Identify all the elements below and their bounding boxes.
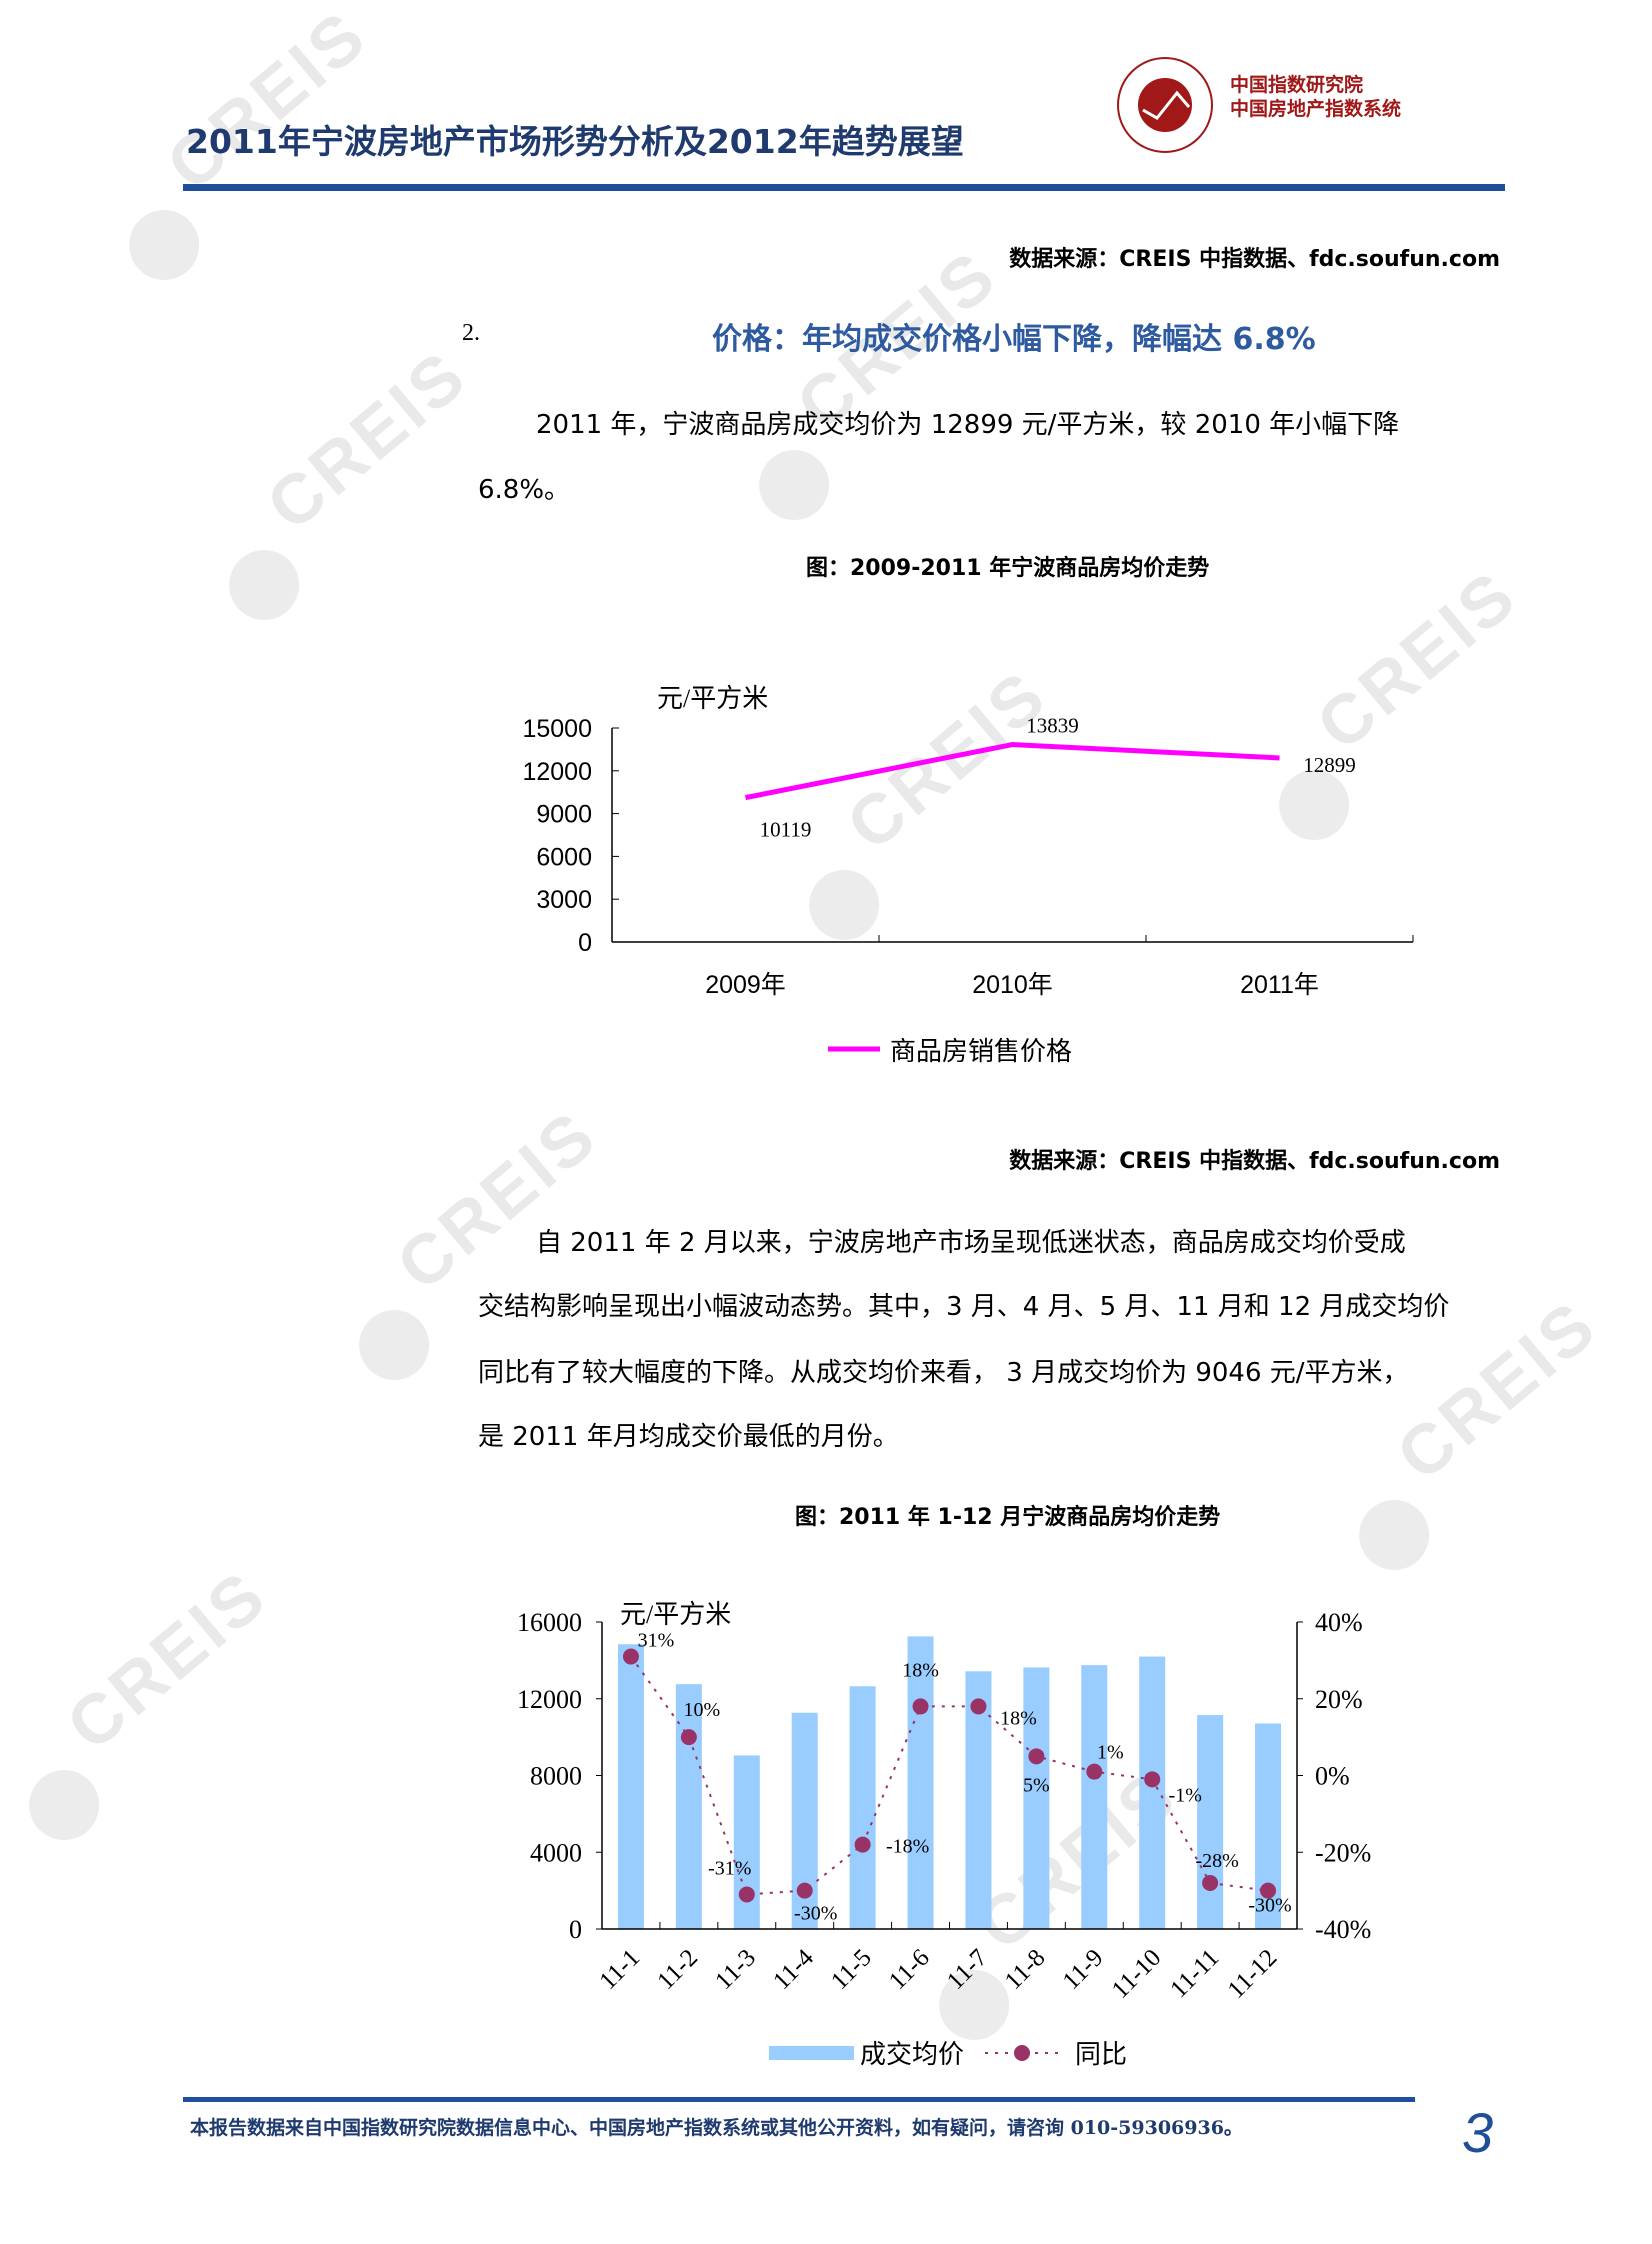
header-divider <box>183 184 1505 191</box>
data-label: 18% <box>1000 1707 1037 1729</box>
x-tick-label: 11-12 <box>1223 1944 1283 2004</box>
org-name-1: 中国指数研究院 <box>1230 74 1364 96</box>
x-tick-label: 11-5 <box>826 1944 877 1995</box>
y-tick-label: 6000 <box>536 843 592 871</box>
x-tick-label: 11-3 <box>710 1944 761 1995</box>
x-tick-label: 11-4 <box>768 1944 819 1995</box>
y-axis-unit: 元/平方米 <box>657 684 768 713</box>
data-point <box>912 1698 929 1715</box>
page-number: 3 <box>1462 2101 1494 2164</box>
y2-tick-label: 0% <box>1315 1762 1350 1791</box>
data-source: 数据来源：CREIS 中指数据、fdc.soufun.com <box>1009 247 1500 272</box>
y2-tick-label: -20% <box>1315 1838 1371 1867</box>
x-tick-label: 2011年 <box>1240 971 1319 999</box>
x-tick-label: 11-7 <box>942 1944 993 1995</box>
data-label: 31% <box>638 1630 675 1652</box>
section-title: 价格：年均成交价格小幅下降，降幅达 6.8% <box>712 322 1316 357</box>
china-index-academy-logo <box>1117 57 1213 153</box>
x-tick-label: 11-9 <box>1058 1944 1109 1995</box>
data-label: 13839 <box>1026 714 1079 738</box>
x-tick-label: 11-8 <box>1000 1944 1051 1995</box>
bar <box>1139 1656 1166 1929</box>
x-tick-label: 2010年 <box>972 971 1053 999</box>
bar <box>907 1636 934 1929</box>
bar <box>675 1684 702 1929</box>
paragraph-line: 2011 年，宁波商品房成交均价为 12899 元/平方米，较 2010 年小幅… <box>536 410 1400 440</box>
y-tick-label: 3000 <box>536 886 592 914</box>
data-label: 10% <box>684 1699 721 1721</box>
data-point <box>738 1886 755 1903</box>
section-number: 2. <box>462 320 480 346</box>
paragraph-line: 6.8%。 <box>478 475 571 505</box>
paragraph-line: 是 2011 年月均成交价最低的月份。 <box>478 1422 899 1452</box>
y-tick-label: 16000 <box>517 1608 582 1637</box>
paragraph-line: 同比有了较大幅度的下降。从成交均价来看， 3 月成交均价为 9046 元/平方米… <box>478 1358 1409 1388</box>
data-label: -30% <box>1248 1895 1291 1917</box>
data-point <box>854 1836 871 1853</box>
y-tick-label: 9000 <box>536 801 592 829</box>
x-tick-label: 11-1 <box>594 1944 645 1995</box>
data-point <box>680 1729 697 1746</box>
y-tick-label: 12000 <box>517 1685 582 1714</box>
data-point <box>796 1882 813 1899</box>
chart1-title: 图：2009-2011 年宁波商品房均价走势 <box>806 556 1210 581</box>
data-label: 10119 <box>760 818 812 842</box>
data-point <box>970 1698 987 1715</box>
data-point <box>1028 1748 1045 1765</box>
y-tick-label: 12000 <box>522 758 592 786</box>
legend-label: 成交均价 <box>860 2040 964 2070</box>
y2-tick-label: -40% <box>1315 1915 1371 1944</box>
x-tick-label: 11-11 <box>1165 1944 1224 2003</box>
x-tick-label: 11-2 <box>652 1944 703 1995</box>
series-line <box>745 742 1280 801</box>
y-tick-label: 15000 <box>522 715 592 743</box>
data-point <box>1144 1771 1161 1788</box>
data-point <box>1260 1882 1277 1899</box>
data-point <box>1086 1763 1103 1780</box>
legend-swatch-marker <box>1014 2045 1030 2061</box>
y-tick-label: 0 <box>578 929 592 957</box>
org-name-2: 中国房地产指数系统 <box>1230 98 1402 120</box>
legend-label: 商品房销售价格 <box>890 1037 1072 1066</box>
data-label: -28% <box>1195 1850 1238 1872</box>
footer-divider <box>183 2097 1415 2102</box>
paragraph-line: 交结构影响呈现出小幅波动态势。其中，3 月、4 月、5 月、11 月和 12 月… <box>478 1292 1450 1322</box>
chart2-title: 图：2011 年 1-12 月宁波商品房均价走势 <box>795 1505 1221 1530</box>
bar <box>1081 1665 1108 1929</box>
legend-swatch-bar <box>769 2046 854 2060</box>
data-label: -18% <box>886 1836 929 1858</box>
y-tick-label: 4000 <box>530 1838 582 1867</box>
y-axis-unit: 元/平方米 <box>620 1600 731 1629</box>
bar <box>733 1755 760 1929</box>
bar <box>849 1686 876 1929</box>
report-title: 2011年宁波房地产市场形势分析及2012年趋势展望 <box>186 122 964 161</box>
y2-tick-label: 40% <box>1315 1608 1363 1637</box>
bar <box>1197 1715 1224 1929</box>
data-label: -31% <box>708 1857 751 1879</box>
x-tick-label: 11-6 <box>884 1944 935 1995</box>
data-label: 5% <box>1023 1774 1050 1796</box>
bar <box>617 1644 644 1929</box>
series-line <box>630 1655 1269 1896</box>
data-label: -1% <box>1169 1784 1202 1806</box>
data-label: 18% <box>902 1659 939 1681</box>
y2-tick-label: 20% <box>1315 1685 1363 1714</box>
y-tick-label: 8000 <box>530 1762 582 1791</box>
footer-note: 本报告数据来自中国指数研究院数据信息中心、中国房地产指数系统或其他公开资料，如有… <box>190 2117 1243 2139</box>
data-source: 数据来源：CREIS 中指数据、fdc.soufun.com <box>1009 1149 1500 1174</box>
data-label: 12899 <box>1303 753 1356 777</box>
paragraph-line: 自 2011 年 2 月以来，宁波房地产市场呈现低迷状态，商品房成交均价受成 <box>536 1228 1406 1258</box>
data-label: 1% <box>1097 1742 1124 1764</box>
x-tick-label: 11-10 <box>1107 1944 1167 2004</box>
x-tick-label: 2009年 <box>705 971 786 999</box>
data-point <box>622 1648 639 1665</box>
y-tick-label: 0 <box>569 1915 582 1944</box>
bar <box>1023 1667 1050 1929</box>
data-point <box>1202 1874 1219 1891</box>
legend-label: 同比 <box>1075 2040 1127 2070</box>
data-label: -30% <box>794 1903 837 1925</box>
